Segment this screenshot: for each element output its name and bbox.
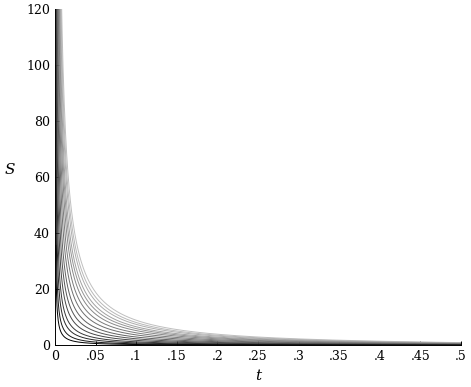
X-axis label: t: t — [255, 369, 261, 383]
Y-axis label: S: S — [4, 163, 15, 177]
